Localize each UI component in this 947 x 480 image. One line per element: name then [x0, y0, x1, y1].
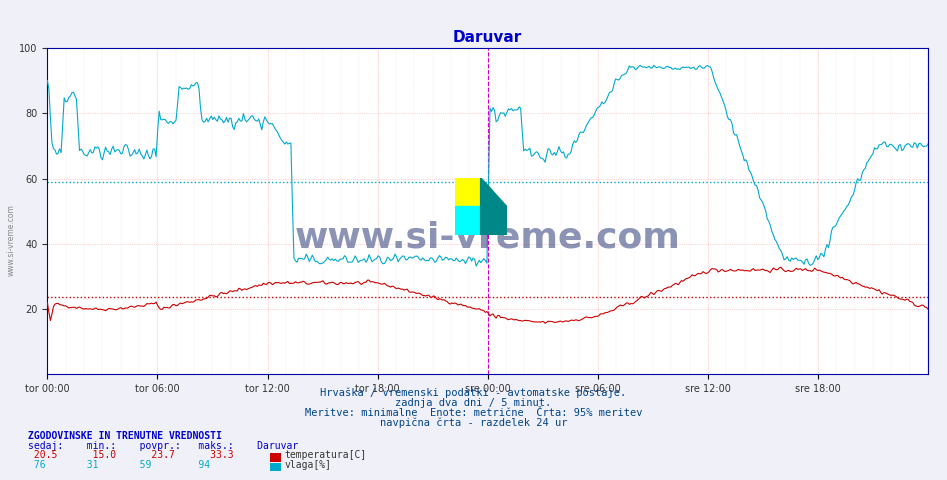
- Text: vlaga[%]: vlaga[%]: [284, 460, 331, 470]
- Text: www.si-vreme.com: www.si-vreme.com: [7, 204, 16, 276]
- Bar: [455, 206, 481, 235]
- Text: www.si-vreme.com: www.si-vreme.com: [295, 220, 681, 254]
- Text: sedaj:    min.:    povpr.:   maks.:    Daruvar: sedaj: min.: povpr.: maks.: Daruvar: [28, 441, 298, 451]
- Text: Meritve: minimalne  Enote: metrične  Črta: 95% meritev: Meritve: minimalne Enote: metrične Črta:…: [305, 408, 642, 418]
- Text: 20.5      15.0      23.7      33.3: 20.5 15.0 23.7 33.3: [28, 450, 234, 460]
- Text: ZGODOVINSKE IN TRENUTNE VREDNOSTI: ZGODOVINSKE IN TRENUTNE VREDNOSTI: [28, 431, 223, 441]
- Text: 76       31       59        94: 76 31 59 94: [28, 460, 210, 470]
- Text: Hrvaška / vremenski podatki - avtomatske postaje.: Hrvaška / vremenski podatki - avtomatske…: [320, 387, 627, 398]
- Text: temperatura[C]: temperatura[C]: [284, 450, 366, 460]
- Text: zadnja dva dni / 5 minut.: zadnja dva dni / 5 minut.: [396, 397, 551, 408]
- Text: navpična črta - razdelek 24 ur: navpična črta - razdelek 24 ur: [380, 417, 567, 428]
- Bar: [481, 206, 507, 235]
- Polygon shape: [481, 178, 507, 235]
- Bar: [455, 178, 481, 206]
- Title: Daruvar: Daruvar: [453, 30, 523, 46]
